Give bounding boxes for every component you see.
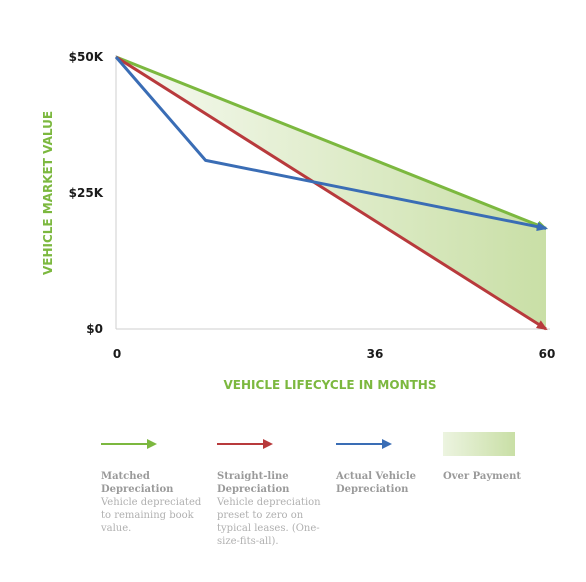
y-tick-label: $0 bbox=[86, 322, 103, 336]
tick-labels: $0 $25K $50K 0 36 60 bbox=[69, 50, 556, 361]
legend-arrow-icon bbox=[101, 439, 157, 449]
series-line-actual-vehicle-depreciation bbox=[114, 56, 547, 230]
x-tick-label: 0 bbox=[113, 347, 121, 361]
series-arrow-actual-vehicle-depreciation bbox=[536, 222, 548, 232]
legend-item-over-payment: Over Payment bbox=[443, 432, 553, 483]
legend-arrow-icon bbox=[217, 439, 273, 449]
legend-item-straight-line: Straight-line Depreciation Vehicle depre… bbox=[217, 432, 327, 548]
legend-swatch-matched bbox=[101, 432, 211, 456]
x-tick-label: 36 bbox=[367, 347, 384, 361]
series-layer bbox=[114, 55, 548, 331]
legend-title-over-payment: Over Payment bbox=[443, 471, 522, 482]
y-tick-label: $50K bbox=[69, 50, 104, 64]
legend-title-matched: Matched Depreciation bbox=[101, 471, 174, 495]
legend-desc-matched: Vehicle depreciated to remaining book va… bbox=[101, 497, 202, 534]
legend-swatch-actual bbox=[336, 432, 446, 456]
axes bbox=[115, 55, 550, 330]
x-tick-label: 60 bbox=[539, 347, 556, 361]
x-axis-title: VEHICLE LIFECYCLE IN MONTHS bbox=[224, 378, 437, 392]
legend-swatch-straight-line bbox=[217, 432, 327, 456]
depreciation-chart: $0 $25K $50K 0 36 60 VEHICLE LIFECYCLE IN MON… bbox=[41, 50, 556, 392]
legend: Matched Depreciation Vehicle depreciated… bbox=[0, 432, 586, 582]
legend-item-matched: Matched Depreciation Vehicle depreciated… bbox=[101, 432, 211, 535]
y-axis-title: VEHICLE MARKET VALUE bbox=[41, 111, 55, 275]
legend-title-actual: Actual Vehicle Depreciation bbox=[336, 471, 417, 495]
series-line-straight-line-depreciation bbox=[115, 55, 547, 331]
legend-desc-straight-line: Vehicle depreciation preset to zero on t… bbox=[217, 497, 321, 547]
legend-item-actual: Actual Vehicle Depreciation bbox=[336, 432, 446, 496]
legend-swatch-over-payment bbox=[443, 432, 515, 456]
y-tick-label: $25K bbox=[69, 186, 104, 200]
legend-title-straight-line: Straight-line Depreciation bbox=[217, 471, 290, 495]
series-line-matched-depreciation bbox=[115, 55, 547, 230]
legend-arrow-icon bbox=[336, 439, 392, 449]
series-arrow-straight-line-depreciation bbox=[535, 320, 548, 331]
